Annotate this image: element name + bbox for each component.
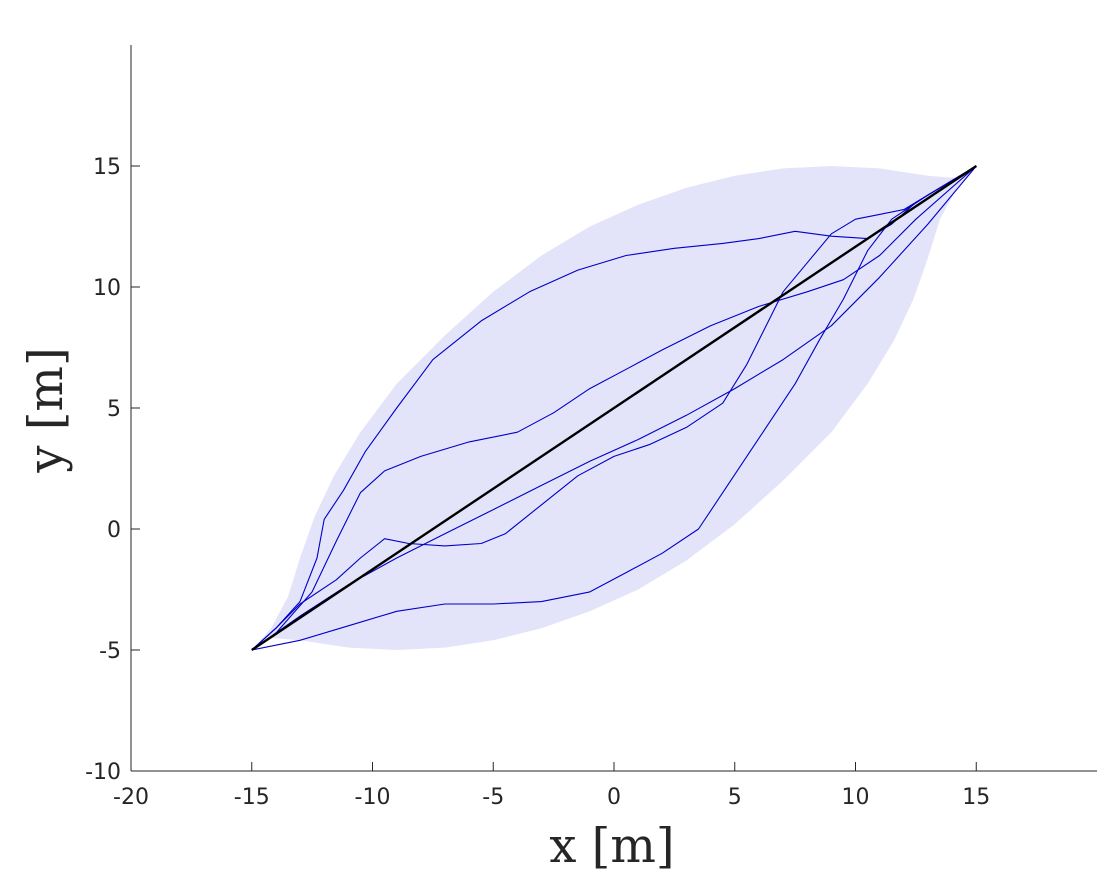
reference-line: [251, 165, 977, 651]
trajectory-series-layer: [251, 165, 977, 651]
y-tick-label: 15: [93, 155, 121, 180]
trajectory-line-2: [251, 165, 977, 651]
x-tick-label: 5: [728, 785, 742, 810]
y-tick-label: 5: [107, 397, 121, 422]
x-tick-label: 15: [962, 785, 990, 810]
x-tick-label: -10: [355, 785, 391, 810]
x-tick-label: -15: [234, 785, 270, 810]
x-tick-label: 0: [607, 785, 621, 810]
trajectory-line-5: [251, 165, 977, 651]
x-tick-label: 10: [842, 785, 870, 810]
y-tick-label: 0: [107, 518, 121, 543]
x-tick-label: -5: [482, 785, 504, 810]
axes-layer: -20 -15 -10 -5 0 5 10 15 -10 -5 0 5 10 15: [85, 45, 1097, 810]
reference-line-layer: [251, 165, 977, 651]
y-tick-label: 10: [93, 276, 121, 301]
trajectory-line-1: [251, 165, 977, 651]
x-tick-label: -20: [113, 785, 149, 810]
x-axis-label: x [m]: [549, 818, 674, 874]
y-axis-label: y [m]: [18, 347, 74, 473]
y-tick-label: -5: [99, 639, 121, 664]
trajectory-line-3: [251, 165, 977, 651]
trajectory-line-4: [251, 165, 977, 651]
y-tick-label: -10: [85, 760, 121, 785]
